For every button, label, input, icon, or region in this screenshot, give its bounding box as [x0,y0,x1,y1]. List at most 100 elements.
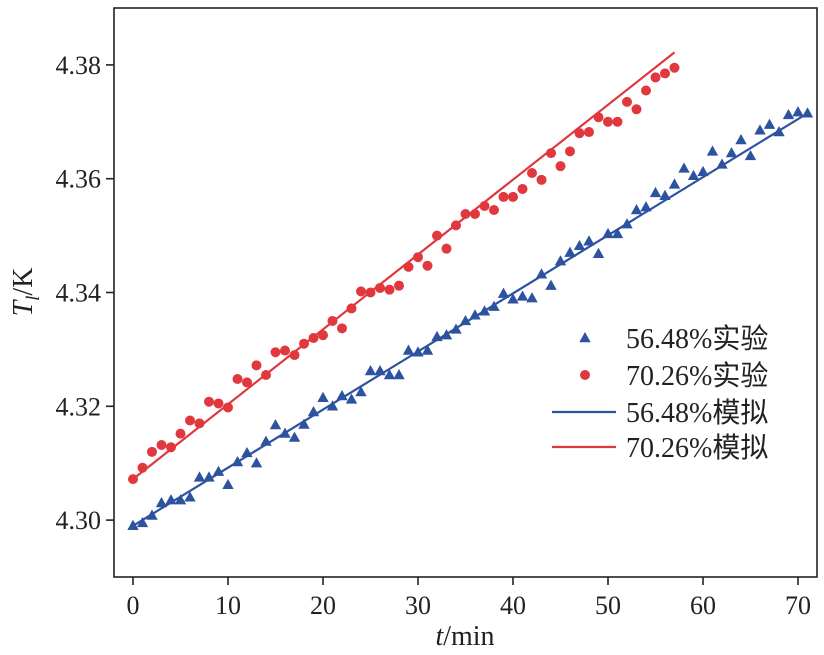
data-point-circle [422,260,433,271]
data-point-triangle [193,471,206,482]
data-point-triangle [174,494,187,505]
data-point-circle [384,284,395,295]
data-point-triangle [640,201,652,212]
data-point-triangle [526,292,538,303]
y-tick-label: 4.38 [56,51,102,80]
y-tick-label: 4.32 [56,392,102,421]
data-point-triangle [250,457,263,468]
data-point-triangle [336,390,348,401]
data-point-circle [527,168,537,179]
data-point-triangle [678,162,690,173]
data-point-triangle [459,314,472,326]
y-axis-label-subscript: l [23,296,44,301]
data-point-triangle [497,287,510,298]
data-point-triangle [212,465,225,476]
data-point-triangle [516,290,529,301]
data-point-triangle [326,400,339,411]
data-point-circle [394,280,404,291]
data-point-triangle [155,497,168,508]
data-point-triangle [725,147,738,158]
legend-label: 70.26%模拟 [626,432,768,464]
x-tick-label: 0 [127,591,140,620]
data-point-triangle [203,471,215,482]
data-point-triangle [507,293,519,304]
legend-triangle-swatch [579,332,591,343]
x-tick-label: 50 [595,591,621,620]
data-point-triangle [630,203,643,215]
data-point-circle [641,85,651,96]
data-point-circle [413,252,423,263]
data-point-circle [669,62,680,73]
data-point-triangle [393,369,405,380]
data-point-circle [498,191,509,202]
data-point-circle [280,345,290,356]
data-point-triangle [184,491,196,502]
data-point-triangle [383,369,396,380]
data-point-triangle [222,478,234,490]
x-tick-label: 30 [405,591,431,620]
x-tick-label: 40 [500,591,526,620]
data-point-circle [441,243,452,254]
data-point-circle [650,72,661,83]
data-point-circle [242,377,252,388]
data-point-circle [660,68,670,79]
data-point-triangle [583,235,595,246]
x-axis-label: t/min [435,621,494,652]
data-point-triangle [136,516,149,528]
data-point-circle [536,174,547,185]
data-point-triangle [744,149,757,161]
data-point-triangle [735,134,747,145]
data-point-triangle [355,386,367,397]
data-point-triangle [697,165,709,177]
data-point-circle [147,446,157,457]
x-axis-label-var: t [435,621,444,652]
data-point-circle [555,161,566,172]
data-point-circle [565,146,575,157]
legend-circle-swatch [580,370,590,380]
data-point-circle [175,428,186,439]
data-point-triangle [602,227,614,239]
data-point-triangle [649,186,662,198]
data-point-triangle [269,419,282,430]
y-axis-label-unit: /K [8,268,39,296]
data-point-triangle [421,344,434,355]
data-point-triangle [298,418,310,429]
data-point-triangle [611,227,624,239]
data-point-circle [213,398,224,409]
y-axis: 4.30 4.32 4.34 4.36 4.38 [56,51,114,535]
y-axis-label-var: T [8,298,39,316]
data-point-circle [270,347,281,358]
x-tick-label: 20 [310,591,336,620]
y-tick-label: 4.34 [56,279,102,308]
y-axis-label: Tl/K [8,268,44,317]
x-tick-label: 70 [785,591,811,620]
legend-label: 56.48%实验 [626,323,768,355]
data-point-circle [631,104,642,115]
data-point-triangle [535,268,548,279]
series-line [132,51,676,480]
data-point-circle [156,439,167,450]
x-axis: 0 10 20 30 40 50 60 70 [127,577,811,620]
data-point-triangle [592,247,605,259]
data-point-triangle [469,309,481,320]
y-tick-label: 4.30 [56,506,102,535]
data-point-triangle [687,169,700,181]
data-point-triangle [317,391,329,402]
data-point-triangle [345,393,358,404]
data-point-triangle [364,365,377,376]
y-tick-label: 4.36 [56,165,102,194]
legend-label: 70.26%实验 [626,360,768,392]
data-point-triangle [402,344,415,355]
data-point-circle [251,360,262,371]
data-point-triangle [564,246,576,257]
data-point-triangle [545,279,557,290]
data-point-triangle [782,108,795,120]
data-point-circle [612,116,623,127]
data-point-circle [584,127,594,138]
data-point-circle [508,191,518,202]
data-point-triangle [573,239,586,251]
legend-label: 56.48%模拟 [626,397,768,429]
